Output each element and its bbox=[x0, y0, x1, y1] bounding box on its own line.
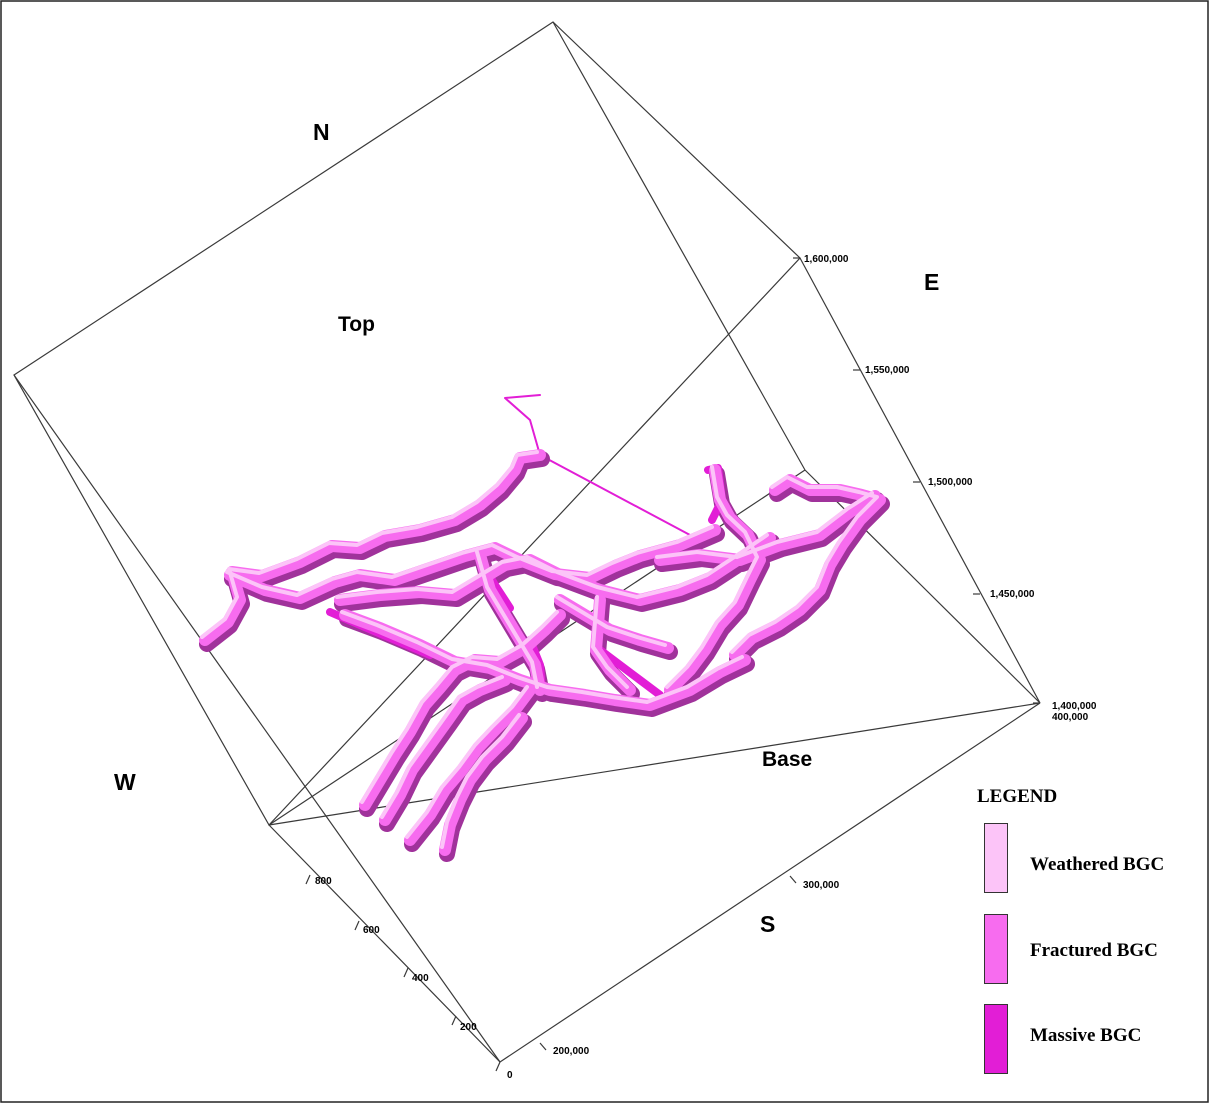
fractured-bands bbox=[199, 449, 886, 856]
fractured-band bbox=[654, 490, 881, 566]
northing-tick-label: 1,550,000 bbox=[865, 365, 910, 376]
northing-axis: 1,600,000 1,550,000 1,500,000 1,450,000 … bbox=[793, 254, 1097, 712]
depth-tick bbox=[495, 1061, 501, 1072]
legend: LEGEND Weathered BGC Fractured BGC Massi… bbox=[960, 780, 1210, 1090]
weathered-band bbox=[665, 465, 759, 689]
fractured-band bbox=[404, 684, 536, 846]
north-label: N bbox=[313, 119, 330, 145]
easting-axis: 400,000 300,000 200,000 bbox=[539, 712, 1089, 1057]
weathered-band bbox=[440, 713, 521, 849]
northing-tick-label: 1,450,000 bbox=[990, 589, 1035, 600]
northing-tick-label: 1,500,000 bbox=[928, 477, 973, 488]
legend-label-massive: Massive BGC bbox=[1030, 1025, 1142, 1046]
depth-tick bbox=[451, 1015, 457, 1026]
northing-tick-label: 1,400,000 bbox=[1052, 701, 1097, 712]
weathered-band bbox=[475, 550, 539, 689]
weathered-bands bbox=[200, 450, 879, 849]
weathered-band bbox=[225, 525, 714, 597]
base-face-label: Base bbox=[762, 748, 812, 771]
northing-tick-label: 1,600,000 bbox=[804, 254, 849, 265]
legend-swatch-fractured bbox=[984, 914, 1008, 984]
fractured-band bbox=[199, 449, 546, 646]
weathered-band bbox=[405, 685, 529, 839]
fractured-band bbox=[439, 712, 528, 856]
bounding-box-frame bbox=[13, 21, 1041, 1063]
vertical-edge-north bbox=[552, 21, 806, 471]
easting-tick-label: 400,000 bbox=[1052, 712, 1089, 723]
depth-tick-label: 400 bbox=[412, 973, 429, 984]
legend-swatch-weathered bbox=[984, 823, 1008, 893]
easting-tick-label: 200,000 bbox=[553, 1046, 590, 1057]
weathered-band bbox=[380, 675, 504, 819]
west-label: W bbox=[114, 769, 136, 795]
weathered-band bbox=[655, 491, 874, 559]
south-label: S bbox=[760, 911, 775, 937]
weathered-band bbox=[335, 533, 769, 599]
thin-link bbox=[504, 394, 691, 536]
weathered-band bbox=[340, 610, 744, 704]
legend-swatch-massive bbox=[984, 1004, 1008, 1074]
depth-axis: 800 600 400 200 0 bbox=[305, 874, 513, 1081]
weathered-band bbox=[555, 595, 667, 647]
vertical-edge-east bbox=[799, 257, 1041, 704]
weathered-band bbox=[360, 610, 559, 804]
weathered-band bbox=[730, 475, 879, 654]
vertical-edge-west bbox=[13, 374, 501, 1063]
massive-band-accent bbox=[596, 646, 664, 699]
weathered-band bbox=[591, 595, 629, 689]
fractured-band bbox=[379, 674, 511, 826]
east-label: E bbox=[924, 269, 939, 295]
easting-tick bbox=[789, 875, 797, 884]
massive-bands bbox=[199, 451, 890, 862]
base-diagonal bbox=[804, 469, 1041, 704]
legend-title: LEGEND bbox=[977, 786, 1058, 807]
weathered-band bbox=[200, 450, 539, 639]
depth-tick-label: 800 bbox=[315, 876, 332, 887]
base-face-outline bbox=[268, 702, 1041, 1063]
fracture-network bbox=[199, 394, 890, 862]
depth-tick bbox=[354, 920, 360, 931]
easting-tick bbox=[539, 1042, 547, 1051]
top-face-label: Top bbox=[338, 313, 375, 336]
depth-tick bbox=[305, 874, 311, 885]
depth-tick-label: 0 bbox=[507, 1070, 513, 1081]
depth-tick-label: 200 bbox=[460, 1022, 477, 1033]
depth-tick bbox=[403, 967, 409, 978]
depth-tick-label: 600 bbox=[363, 925, 380, 936]
easting-tick-label: 300,000 bbox=[803, 880, 840, 891]
fractured-band bbox=[729, 474, 886, 661]
legend-label-weathered: Weathered BGC bbox=[1030, 854, 1165, 875]
legend-label-fractured: Fractured BGC bbox=[1030, 940, 1158, 961]
